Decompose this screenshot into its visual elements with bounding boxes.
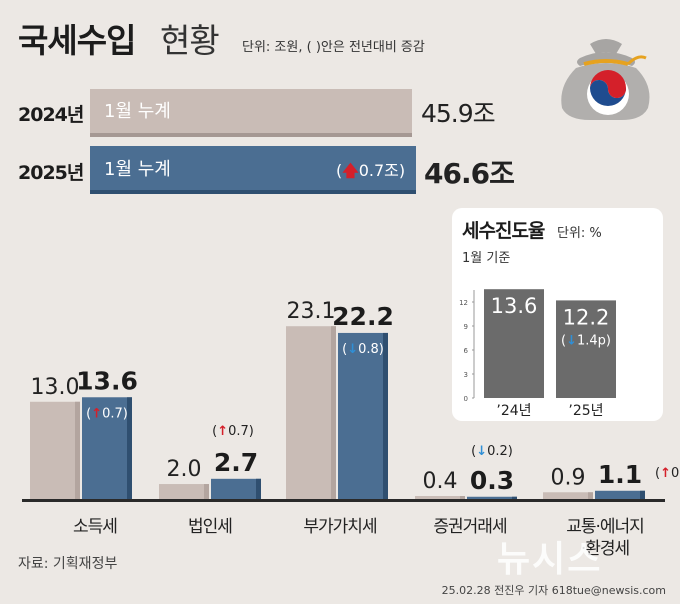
value-label-2024-1: 2.0 xyxy=(167,457,202,482)
total-bar-2025 xyxy=(90,146,416,190)
value-label-2024-0: 13.0 xyxy=(31,375,80,400)
source-note: 자료: 기획재정부 xyxy=(18,556,118,572)
inset-change-label: (↓1.4p) xyxy=(561,333,611,348)
chart-title-sub: 현황 xyxy=(160,21,220,60)
value-label-2025-3: 0.3 xyxy=(470,466,514,495)
chart-title: 국세수입 xyxy=(18,21,136,60)
change-label-3: (↓0.2) xyxy=(471,444,513,459)
value-label-2025-1: 2.7 xyxy=(214,448,258,477)
bar-2025-1 xyxy=(211,478,261,499)
up-arrow-icon: ↑ xyxy=(91,406,102,421)
unit-note: 단위: 조원, ( )안은 전년대비 증감 xyxy=(242,40,425,55)
inset-subtitle: 1월 기준 xyxy=(462,251,511,266)
total-year-2024: 2024년 xyxy=(18,104,84,126)
bar-2025-shade-0 xyxy=(127,397,132,499)
chart-baseline xyxy=(22,499,665,502)
progress-rate-chart: 0 3 6 9 12 13.6 ’24년 12.2 ’25년 (↓1.4p) xyxy=(459,289,616,419)
watermark: 뉴시스 xyxy=(497,539,603,580)
bar-2024-shade-0 xyxy=(75,401,80,499)
bar-2025-0 xyxy=(82,397,132,499)
inset-ytick-4: 12 xyxy=(459,299,468,307)
bar-2024-shade-3 xyxy=(460,496,465,499)
category-label-transport-tax-line2: ·환경세 xyxy=(580,539,630,559)
value-label-2024-3: 0.4 xyxy=(423,469,458,494)
bar-2025-shade-1 xyxy=(256,478,261,499)
bar-2025-3 xyxy=(467,496,517,499)
money-bag-with-taegeuk-icon xyxy=(550,24,662,124)
bar-2024-2 xyxy=(286,326,336,499)
total-bar-2025-label: 1월 누계 xyxy=(104,159,171,180)
inset-ytick-2: 6 xyxy=(464,347,469,355)
up-arrow-icon: 🡅 xyxy=(342,161,359,180)
bar-2025-shade-4 xyxy=(640,490,645,499)
up-arrow-icon: ↑ xyxy=(660,466,671,481)
category-label-securities-tax: 증권거래세 xyxy=(433,517,507,537)
bar-2024-4 xyxy=(543,492,593,499)
bar-2024-3 xyxy=(415,496,465,499)
change-label-4: (↑0.2) xyxy=(655,466,680,481)
inset-value-label-0: 13.6 xyxy=(491,294,538,318)
total-change-2025: (🡅0.7조) xyxy=(336,161,406,180)
inset-value-label-1: 12.2 xyxy=(563,305,610,329)
value-label-2025-2: 22.2 xyxy=(332,302,394,331)
change-label-0: (↑0.7) xyxy=(86,406,128,421)
inset-category-label-0: ’24년 xyxy=(496,403,531,419)
bar-2024-0 xyxy=(30,401,80,499)
value-label-2024-2: 23.1 xyxy=(287,299,336,324)
category-label-corporate-tax: 법인세 xyxy=(188,517,233,537)
value-label-2025-4: 1.1 xyxy=(598,460,642,489)
bar-2024-shade-4 xyxy=(588,492,593,499)
bar-2025-2 xyxy=(338,332,388,499)
bar-2025-shade-3 xyxy=(512,496,517,499)
down-arrow-icon: ↓ xyxy=(476,444,487,459)
down-arrow-icon: ↓ xyxy=(347,342,358,357)
total-change-value: 0.7조 xyxy=(358,161,399,180)
inset-title: 세수진도율 xyxy=(462,220,545,242)
change-label-1: (↑0.7) xyxy=(212,424,254,439)
value-label-2025-0: 13.6 xyxy=(76,366,138,395)
up-arrow-icon: ↑ xyxy=(217,424,228,439)
bar-2025-shade-2 xyxy=(383,332,388,499)
total-value-2024: 45.9조 xyxy=(421,99,496,128)
inset-bar-1 xyxy=(556,300,616,398)
inset-bar-0 xyxy=(484,289,544,398)
category-label-vat: 부가가치세 xyxy=(303,517,377,537)
bar-2024-1 xyxy=(159,484,209,499)
bar-2024-shade-1 xyxy=(204,484,209,499)
total-year-2025: 2025년 xyxy=(18,162,84,184)
inset-ytick-3: 9 xyxy=(464,323,468,331)
inset-ytick-0: 0 xyxy=(464,395,468,403)
credit-note: 25.02.28 전진우 기자 618tue@newsis.com xyxy=(441,584,666,597)
total-value-2025: 46.6조 xyxy=(424,157,515,190)
inset-ytick-1: 3 xyxy=(464,371,468,379)
total-bar-2024 xyxy=(90,89,412,133)
total-bar-2024-label: 1월 누계 xyxy=(104,101,171,122)
inset-category-label-1: ’25년 xyxy=(568,403,603,419)
category-label-income-tax: 소득세 xyxy=(73,517,118,537)
value-label-2024-4: 0.9 xyxy=(551,465,586,490)
category-label-transport-tax-line1: 교통·에너지 xyxy=(566,517,645,537)
inset-unit: 단위: % xyxy=(557,226,602,241)
bar-2025-4 xyxy=(595,490,645,499)
down-arrow-icon: ↓ xyxy=(566,333,577,348)
bar-2024-shade-2 xyxy=(331,326,336,499)
change-label-2: (↓0.8) xyxy=(342,342,384,357)
